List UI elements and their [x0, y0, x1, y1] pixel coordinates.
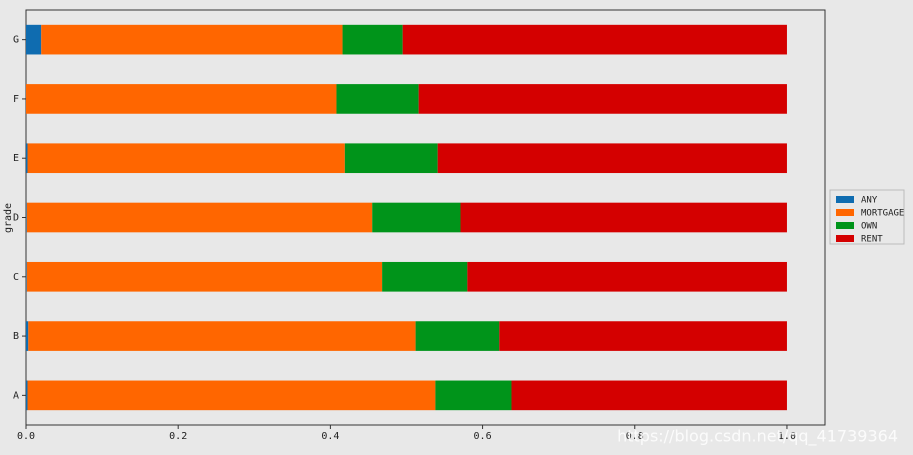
legend-swatch: [836, 235, 854, 242]
bar-segment: [26, 84, 337, 114]
bar-segment: [26, 321, 29, 351]
x-tick-label: 0.0: [17, 431, 35, 442]
bar-segment: [460, 202, 787, 233]
legend-swatch: [836, 222, 854, 229]
x-tick-label: 0.6: [474, 431, 492, 442]
bar-segment: [372, 202, 461, 233]
bar-segment: [382, 261, 468, 292]
legend: ANY MORTGAGE OWN RENT: [829, 189, 905, 245]
legend-label: OWN: [861, 222, 877, 232]
x-tick-label: 0.8: [626, 431, 644, 442]
y-tick-label: G: [13, 35, 19, 46]
legend-swatch: [836, 196, 854, 203]
bar-segment: [41, 24, 343, 55]
bar-segment: [26, 380, 28, 411]
bar-segment: [336, 84, 419, 114]
bar-segment: [26, 202, 27, 233]
legend-label: RENT: [861, 235, 883, 245]
y-tick-label: B: [13, 331, 19, 342]
x-tick-label: 0.4: [321, 431, 339, 442]
bar-segment: [28, 321, 416, 351]
x-tick-label: 1.0: [778, 431, 796, 442]
bar-segment: [27, 143, 345, 174]
y-tick-label: E: [13, 153, 19, 164]
watermark: https://blog.csdn.net/qq_41739364: [617, 427, 898, 447]
legend-label: ANY: [861, 196, 878, 206]
legend-label: MORTGAGE: [861, 209, 904, 219]
bar-segment: [511, 380, 787, 411]
bar-segment: [402, 24, 787, 55]
y-axis-label: grade: [3, 203, 14, 233]
bar-segment: [499, 321, 787, 351]
bar-segment: [467, 261, 787, 292]
bar-segment: [344, 143, 438, 174]
bar-segment: [415, 321, 500, 351]
bar-segment: [418, 84, 787, 114]
y-tick-label: D: [13, 213, 19, 224]
bar-segment: [26, 261, 383, 292]
y-tick-label: F: [13, 94, 19, 105]
bar-segment: [342, 24, 403, 55]
y-tick-label: A: [13, 390, 19, 401]
bar-segment: [26, 202, 373, 233]
bar-segment: [26, 261, 27, 292]
bar-segment: [26, 24, 42, 55]
bar-segment: [27, 380, 436, 411]
y-tick-label: C: [13, 272, 19, 283]
x-tick-label: 0.2: [169, 431, 187, 442]
legend-swatch: [836, 209, 854, 216]
bar-segment: [435, 380, 512, 411]
bar-segment: [437, 143, 787, 174]
bar-segment: [26, 143, 28, 174]
